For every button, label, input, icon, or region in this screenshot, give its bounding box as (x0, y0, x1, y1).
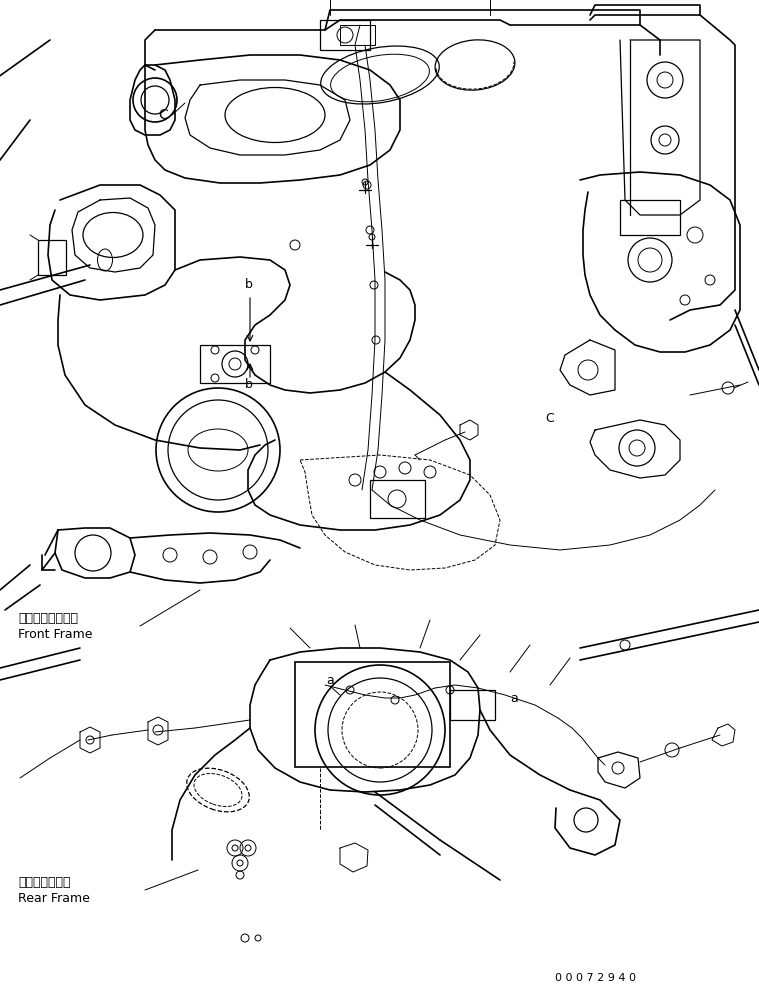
Text: Front Frame: Front Frame (18, 628, 93, 640)
Text: a: a (510, 691, 518, 704)
Text: C: C (158, 108, 168, 122)
Text: フロントフレーム: フロントフレーム (18, 612, 78, 625)
Bar (200, 345, 270, 383)
Bar (450, 690, 495, 720)
Text: 0 0 0 7 2 9 4 0: 0 0 0 7 2 9 4 0 (555, 973, 636, 983)
Bar (320, 20, 370, 50)
Text: Rear Frame: Rear Frame (18, 892, 90, 905)
Bar (340, 25, 375, 45)
Bar (38, 240, 66, 275)
Bar (295, 662, 450, 767)
Text: a: a (326, 674, 334, 687)
Bar (620, 200, 680, 235)
Text: C: C (545, 411, 554, 424)
Bar (370, 480, 425, 518)
Text: リヤーフレーム: リヤーフレーム (18, 876, 71, 889)
Text: b: b (245, 278, 253, 292)
Text: b: b (245, 378, 253, 391)
